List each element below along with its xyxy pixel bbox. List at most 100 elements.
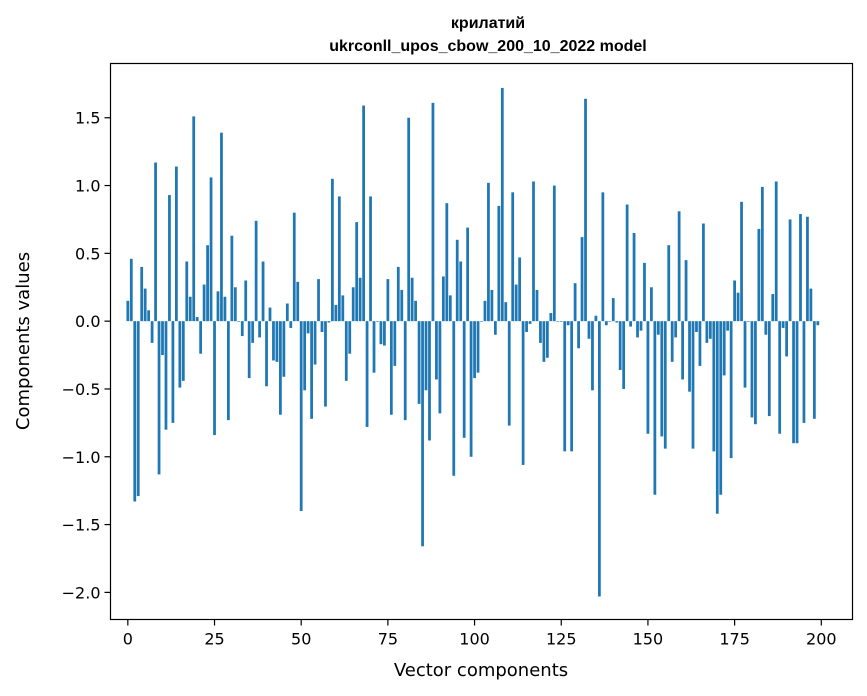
- bar-112: [514, 284, 518, 322]
- bar-135: [594, 315, 598, 322]
- x-tick-label-175: 175: [719, 630, 750, 649]
- bar-18: [188, 296, 192, 322]
- bar-92: [445, 203, 449, 322]
- bar-145: [629, 321, 632, 327]
- bar-165: [698, 321, 702, 366]
- bar-197: [809, 288, 813, 322]
- x-tick-label-200: 200: [806, 630, 837, 649]
- bar-137: [601, 192, 605, 322]
- y-axis-label: Components values: [13, 252, 34, 430]
- bar-97: [462, 321, 466, 438]
- bar-126: [563, 321, 567, 452]
- bar-136: [598, 321, 601, 597]
- bar-88: [431, 102, 435, 322]
- bar-194: [799, 214, 802, 322]
- bar-115: [525, 321, 528, 333]
- bar-108: [500, 87, 504, 322]
- bar-85: [421, 321, 424, 547]
- bar-70: [369, 196, 372, 322]
- x-axis-label: Vector components: [394, 660, 568, 681]
- bar-139: [608, 321, 612, 322]
- bar-16: [181, 321, 185, 381]
- bar-117: [532, 181, 535, 322]
- bar-58: [327, 321, 331, 323]
- bar-42: [272, 321, 275, 361]
- bar-12: [168, 195, 171, 322]
- bar-161: [684, 260, 688, 322]
- bar-148: [639, 321, 643, 331]
- bar-182: [757, 228, 761, 322]
- bar-151: [650, 287, 653, 322]
- bar-9: [157, 321, 161, 475]
- y-tick-label-1.5: 1.5: [75, 109, 100, 128]
- bar-152: [653, 321, 657, 495]
- bar-196: [806, 216, 809, 322]
- bar-67: [358, 277, 362, 322]
- bar-62: [341, 295, 345, 322]
- bar-120: [542, 321, 546, 362]
- x-tick-label-75: 75: [378, 630, 398, 649]
- bar-156: [667, 245, 671, 322]
- bar-121: [545, 321, 549, 358]
- bar-61: [337, 196, 341, 322]
- bar-175: [733, 280, 736, 322]
- bar-21: [199, 321, 203, 354]
- bar-32: [237, 321, 241, 322]
- bar-39: [261, 261, 265, 322]
- bar-110: [507, 321, 511, 426]
- bar-50: [299, 321, 303, 512]
- bar-188: [778, 321, 782, 434]
- bar-41: [268, 307, 272, 322]
- chart-subtitle: ukrconll_upos_cbow_200_10_2022 model: [329, 38, 646, 55]
- bar-95: [455, 239, 459, 322]
- x-tick-label-125: 125: [546, 630, 577, 649]
- bar-94: [452, 321, 456, 476]
- bar-158: [674, 321, 678, 338]
- bar-2: [133, 321, 137, 502]
- bar-31: [233, 287, 237, 322]
- bar-155: [663, 321, 667, 449]
- bar-104: [487, 182, 490, 322]
- bar-79: [400, 289, 404, 322]
- bar-171: [719, 321, 723, 495]
- bar-4: [140, 266, 144, 322]
- x-axis-ticks: 0 25 50 75 100 125 150 175 200: [123, 619, 837, 649]
- y-tick-label--0.5: −0.5: [62, 380, 101, 399]
- bar-81: [407, 117, 411, 322]
- x-tick-label-0: 0: [123, 630, 133, 649]
- bar-78: [396, 266, 400, 322]
- bar-36: [251, 321, 255, 343]
- bar-51: [303, 321, 307, 391]
- bar-164: [695, 321, 698, 333]
- bar-123: [552, 185, 556, 322]
- y-tick-label-0.5: 0.5: [75, 244, 100, 263]
- y-tick-label-0: 0.0: [75, 312, 100, 331]
- bar-133: [587, 321, 591, 339]
- bar-93: [448, 295, 452, 322]
- bar-102: [480, 321, 483, 322]
- bar-96: [459, 261, 463, 322]
- bar-46: [285, 303, 289, 322]
- bar-178: [743, 321, 747, 388]
- bar-101: [476, 321, 480, 373]
- y-axis-ticks: −2.0 −1.5 −1.0 −0.5 0.0 0.5 1.0 1.5: [62, 109, 111, 602]
- x-tick-label-25: 25: [204, 630, 224, 649]
- bar-159: [677, 211, 681, 322]
- bar-128: [570, 321, 574, 452]
- bar-168: [708, 321, 712, 339]
- bar-44: [279, 321, 282, 415]
- bar-49: [296, 281, 300, 322]
- y-tick-label--2: −2.0: [62, 583, 101, 602]
- bar-0: [126, 300, 130, 322]
- bar-141: [615, 321, 619, 323]
- bar-28: [223, 296, 227, 322]
- bar-150: [646, 321, 650, 434]
- bar-118: [535, 289, 539, 322]
- bar-180: [750, 321, 754, 418]
- bar-140: [611, 298, 615, 322]
- x-tick-label-150: 150: [633, 630, 664, 649]
- bar-86: [424, 321, 428, 391]
- bar-80: [403, 321, 407, 421]
- bar-68: [362, 105, 365, 322]
- bar-157: [670, 321, 674, 362]
